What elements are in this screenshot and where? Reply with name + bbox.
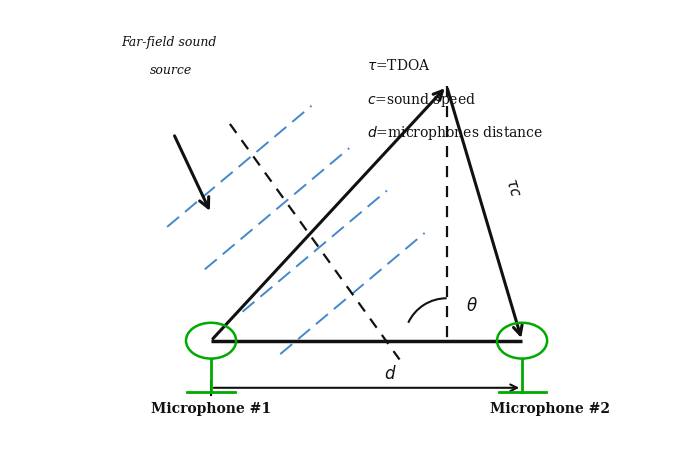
Text: Far-field sound: Far-field sound <box>121 36 217 48</box>
Text: $c$=sound speed: $c$=sound speed <box>366 91 475 109</box>
Text: $\theta$: $\theta$ <box>466 297 477 315</box>
Text: $d$=microphones distance: $d$=microphones distance <box>366 124 543 142</box>
Text: $d$: $d$ <box>383 365 397 383</box>
Text: $\tau$=TDOA: $\tau$=TDOA <box>366 58 430 73</box>
Text: $\tau c$: $\tau c$ <box>504 176 523 199</box>
Text: Microphone #2: Microphone #2 <box>490 402 611 416</box>
Text: source: source <box>150 64 192 77</box>
Text: Microphone #1: Microphone #1 <box>151 402 271 416</box>
